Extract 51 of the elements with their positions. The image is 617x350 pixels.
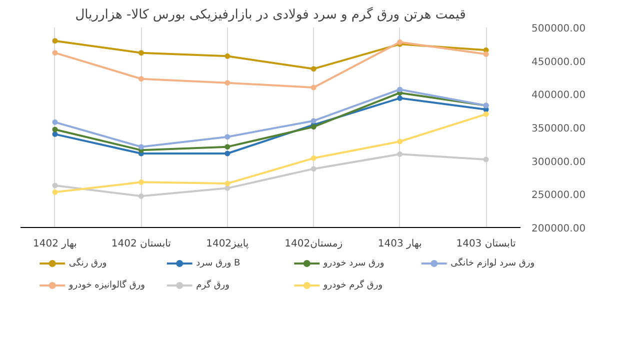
x-tick-label: تابستان 1403 [456,238,516,250]
x-tick-label: زمستان1402 [284,238,343,250]
y-tick-label: 250000.00 [532,190,586,202]
y-tick-label: 450000.00 [532,56,586,68]
point [483,51,489,57]
y-tick-label: 400000.00 [532,90,586,102]
point [52,182,58,188]
point [52,126,58,132]
point [138,193,144,199]
point [310,155,316,161]
point [52,119,58,125]
x-tick-label: پاییز1402 [206,238,249,250]
legend-label: ورق سرد B [196,258,240,268]
chart-title: قیمت هرتن ورق گرم و سرد فولادی در بازارفیزیکی بورس کالا- هزارریال [75,6,466,22]
x-tick-label: بهار 1402 [33,238,77,250]
y-tick-label: 500000.00 [532,24,586,34]
point [310,84,316,90]
point [224,80,230,86]
point [138,144,144,150]
point [397,138,403,144]
point [224,144,230,150]
point [52,189,58,195]
point [397,95,403,101]
point [310,118,316,124]
legend-label: ورق سرد لوازم خانگی [450,256,535,268]
point [397,151,403,157]
y-tick-label: 350000.00 [532,124,586,134]
y-tick-label: 300000.00 [532,156,586,168]
point [483,111,489,117]
point [52,131,58,137]
point [52,38,58,44]
legend-label: ورق رنگی [68,256,107,268]
legend-label: ورق سرد خودرو [322,258,384,268]
point [52,50,58,56]
x-tick-label: بهار 1403 [378,238,422,250]
legend-label: ورق گالوانیزه خودرو [68,278,146,290]
point [224,180,230,186]
point [224,53,230,59]
point [310,166,316,172]
x-tick-label: تابستان 1402 [111,238,172,250]
point [483,156,489,162]
point [138,50,144,56]
point [224,134,230,140]
legend-label: ورق گرم [196,278,230,290]
point [138,179,144,185]
point [138,76,144,82]
legend-label: ورق گرم خودرو [322,278,383,290]
y-tick-label: 200000.00 [532,224,586,234]
point [224,150,230,156]
point [310,66,316,72]
point [397,86,403,92]
